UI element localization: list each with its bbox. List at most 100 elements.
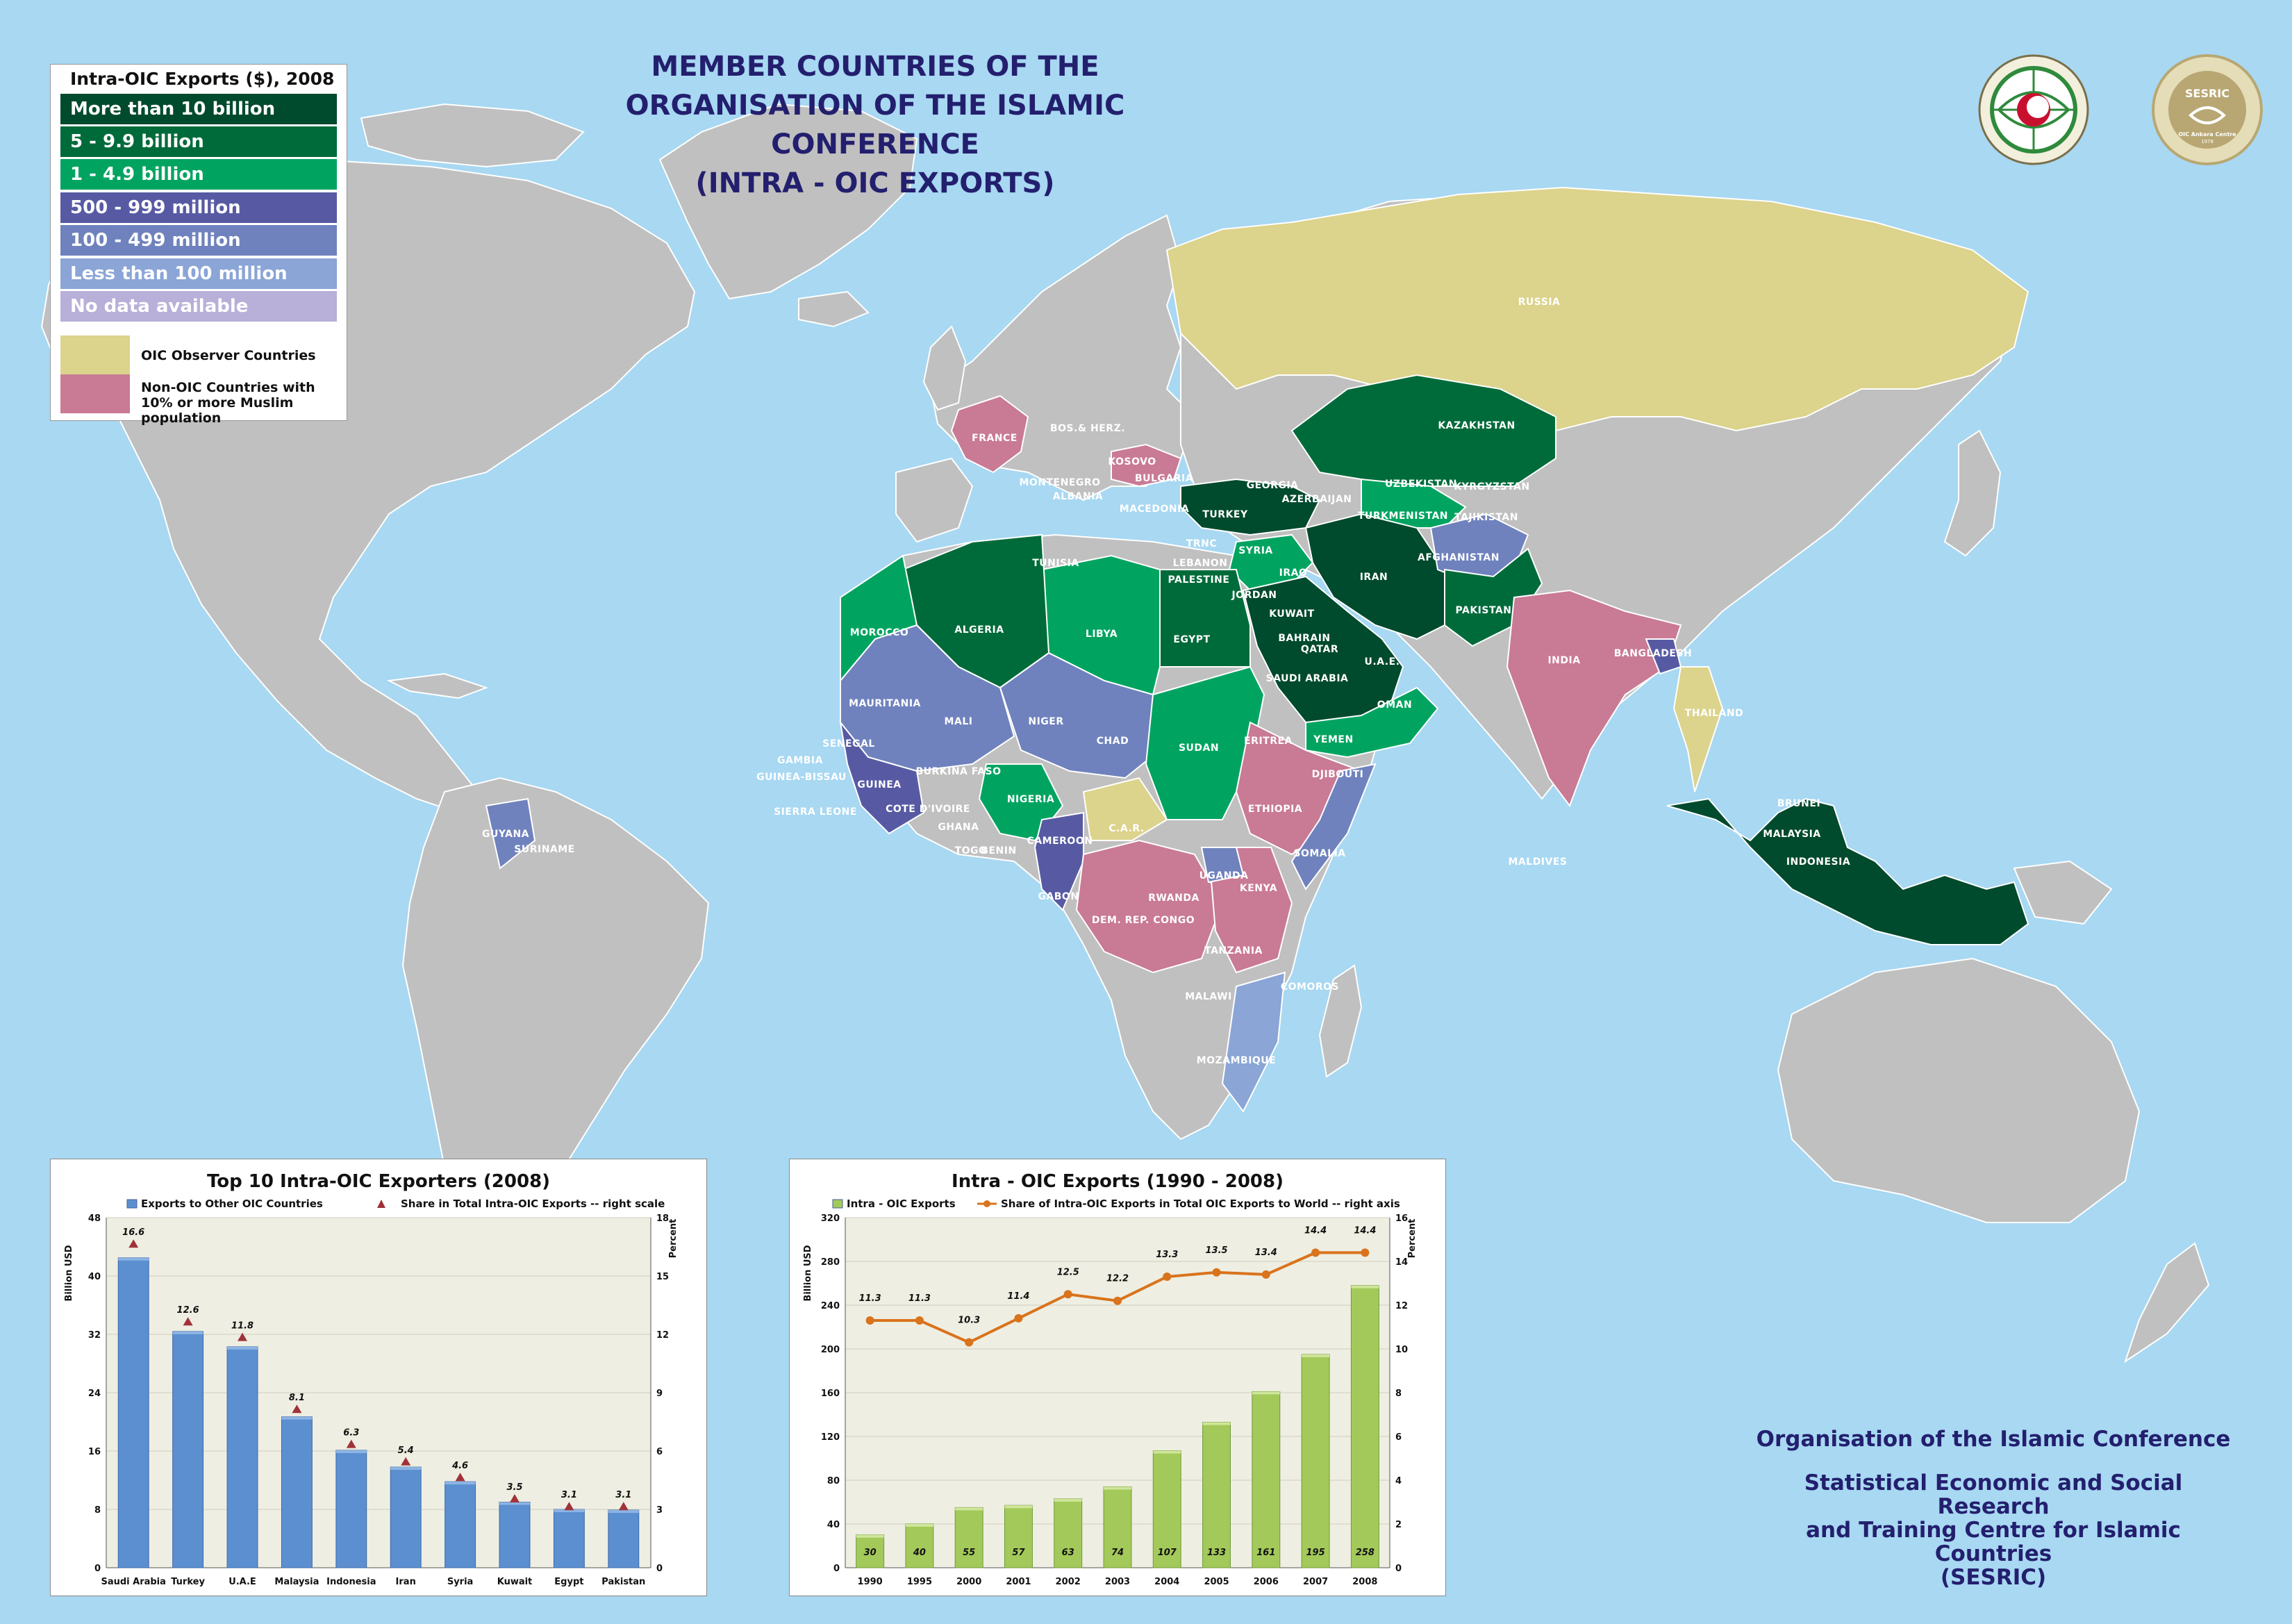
chart-title: Intra - OIC Exports (1990 - 2008) — [952, 1171, 1284, 1192]
bar — [281, 1416, 313, 1568]
footer-line-4: (SESRIC) — [1940, 1565, 2047, 1590]
bar-top-highlight — [1252, 1391, 1280, 1395]
line-data-label: 12.2 — [1106, 1274, 1129, 1284]
country-label: KAZAKHSTAN — [1438, 420, 1515, 431]
bar-top-highlight — [1054, 1498, 1082, 1502]
x-tick-label: 2007 — [1303, 1577, 1328, 1587]
x-tick-label: Turkey — [171, 1577, 205, 1587]
line-data-label: 14.4 — [1354, 1225, 1376, 1236]
x-tick-label: 2008 — [1352, 1577, 1377, 1587]
country-label: KUWAIT — [1269, 608, 1315, 620]
country-label: MOZAMBIQUE — [1196, 1055, 1277, 1066]
y2-tick-label: 16 — [1395, 1213, 1408, 1224]
region-iran — [1304, 513, 1445, 640]
y2-tick-label: 10 — [1395, 1345, 1408, 1355]
footer-line-1: Organisation of the Islamic Conference — [1756, 1427, 2231, 1452]
bar-data-label: 63 — [1062, 1548, 1074, 1558]
legend-bar-swatch — [126, 1199, 138, 1209]
y-axis-label: Billion USD — [64, 1245, 74, 1301]
x-tick-label: 1995 — [907, 1577, 932, 1587]
country-label: BANGLADESH — [1613, 648, 1693, 659]
country-label: KENYA — [1239, 883, 1278, 894]
legend-class-label: More than 10 billion — [70, 99, 276, 119]
iceland — [798, 290, 870, 328]
region-guyana — [485, 797, 536, 870]
country-label: NIGER — [1028, 716, 1064, 727]
line-data-label: 14.4 — [1304, 1225, 1327, 1236]
share-line-point — [1014, 1314, 1023, 1323]
chart-top-exporters: Top 10 Intra-OIC Exporters (2008) Exports… — [50, 1159, 707, 1596]
y-tick-label: 0 — [833, 1564, 840, 1574]
share-data-label: 4.6 — [451, 1461, 468, 1471]
bar-top-highlight — [281, 1416, 313, 1420]
region-car — [1082, 777, 1168, 841]
country-label: ALGERIA — [954, 624, 1004, 636]
legend-class-100-499-million: 100 - 499 million — [60, 225, 337, 256]
chart-intra-oic-exports: Intra - OIC Exports (1990 - 2008) Intra -… — [789, 1159, 1446, 1596]
bar — [1004, 1505, 1033, 1568]
country-label: AFGHANISTAN — [1418, 552, 1500, 563]
bar-top-highlight — [608, 1510, 639, 1514]
country-label: IRAQ — [1279, 567, 1308, 579]
country-label: PAKISTAN — [1455, 605, 1512, 616]
country-label: PALESTINE — [1168, 574, 1230, 586]
country-label: MAURITANIA — [849, 698, 921, 709]
country-label: IRAN — [1359, 572, 1388, 583]
y-tick-label: 200 — [821, 1345, 840, 1355]
bar-top-highlight — [1104, 1486, 1131, 1490]
y2-tick-label: 6 — [1395, 1432, 1402, 1443]
country-label: NIGERIA — [1006, 794, 1055, 805]
page-title: MEMBER COUNTRIES OF THE ORGANISATION OF … — [528, 47, 1222, 203]
bar — [117, 1257, 149, 1568]
country-label: GABON — [1038, 891, 1079, 902]
y2-tick-label: 2 — [1395, 1520, 1402, 1530]
bar-data-label: 107 — [1158, 1548, 1177, 1558]
bar-top-highlight — [554, 1509, 585, 1512]
y2-tick-label: 3 — [656, 1505, 663, 1516]
share-data-label: 3.1 — [615, 1490, 631, 1500]
bar-top-highlight — [390, 1467, 422, 1470]
country-label: LIBYA — [1085, 629, 1118, 640]
x-tick-label: Pakistan — [601, 1577, 645, 1587]
bar-data-label: 40 — [913, 1548, 926, 1558]
country-label: GHANA — [938, 822, 979, 833]
y-tick-label: 8 — [94, 1505, 101, 1516]
region-indonesia — [1666, 797, 2029, 945]
bar-top-highlight — [856, 1534, 884, 1538]
country-label: THAILAND — [1684, 708, 1744, 719]
share-line-point — [1063, 1290, 1072, 1299]
bar-top-highlight — [172, 1331, 204, 1334]
y2-tick-label: 8 — [1395, 1389, 1402, 1399]
country-label: CHAD — [1096, 736, 1129, 747]
region-mozambique — [1221, 971, 1286, 1113]
bar — [1054, 1498, 1083, 1568]
legend-class-less-than-100-million: Less than 100 million — [60, 258, 337, 289]
bar-top-highlight — [227, 1346, 258, 1350]
share-line-point — [1361, 1248, 1370, 1257]
y2-tick-label: 15 — [656, 1272, 669, 1282]
x-tick-label: Kuwait — [497, 1577, 533, 1587]
country-label: ETHIOPIA — [1247, 804, 1303, 815]
legend-marker-swatch — [377, 1200, 385, 1208]
legend-class-label: 100 - 499 million — [70, 230, 241, 251]
country-label: YEMEN — [1313, 734, 1354, 745]
bar-top-highlight — [1153, 1450, 1181, 1454]
share-marker — [183, 1317, 193, 1326]
bar-data-label: 133 — [1207, 1548, 1226, 1558]
country-label: MALAYSIA — [1763, 829, 1821, 840]
y-tick-label: 16 — [88, 1447, 101, 1457]
country-label: BOS.& HERZ. — [1049, 423, 1126, 434]
bar-top-highlight — [335, 1450, 367, 1453]
legend-class-label: 1 - 4.9 billion — [70, 164, 204, 185]
legend-marker-label: Share of Intra-OIC Exports in Total OIC … — [1001, 1198, 1400, 1210]
x-tick-label: Indonesia — [326, 1577, 376, 1587]
country-label: TANZANIA — [1204, 945, 1263, 956]
x-tick-label: Malaysia — [274, 1577, 319, 1587]
country-label: BAHRAIN — [1278, 633, 1331, 644]
country-label: FRANCE — [972, 433, 1018, 444]
bar-top-highlight — [118, 1257, 149, 1261]
country-label: AZERBAIJAN — [1281, 494, 1352, 505]
line-data-label: 11.4 — [1007, 1291, 1029, 1302]
legend-line-marker — [983, 1200, 990, 1207]
region-somalia — [1290, 763, 1377, 890]
